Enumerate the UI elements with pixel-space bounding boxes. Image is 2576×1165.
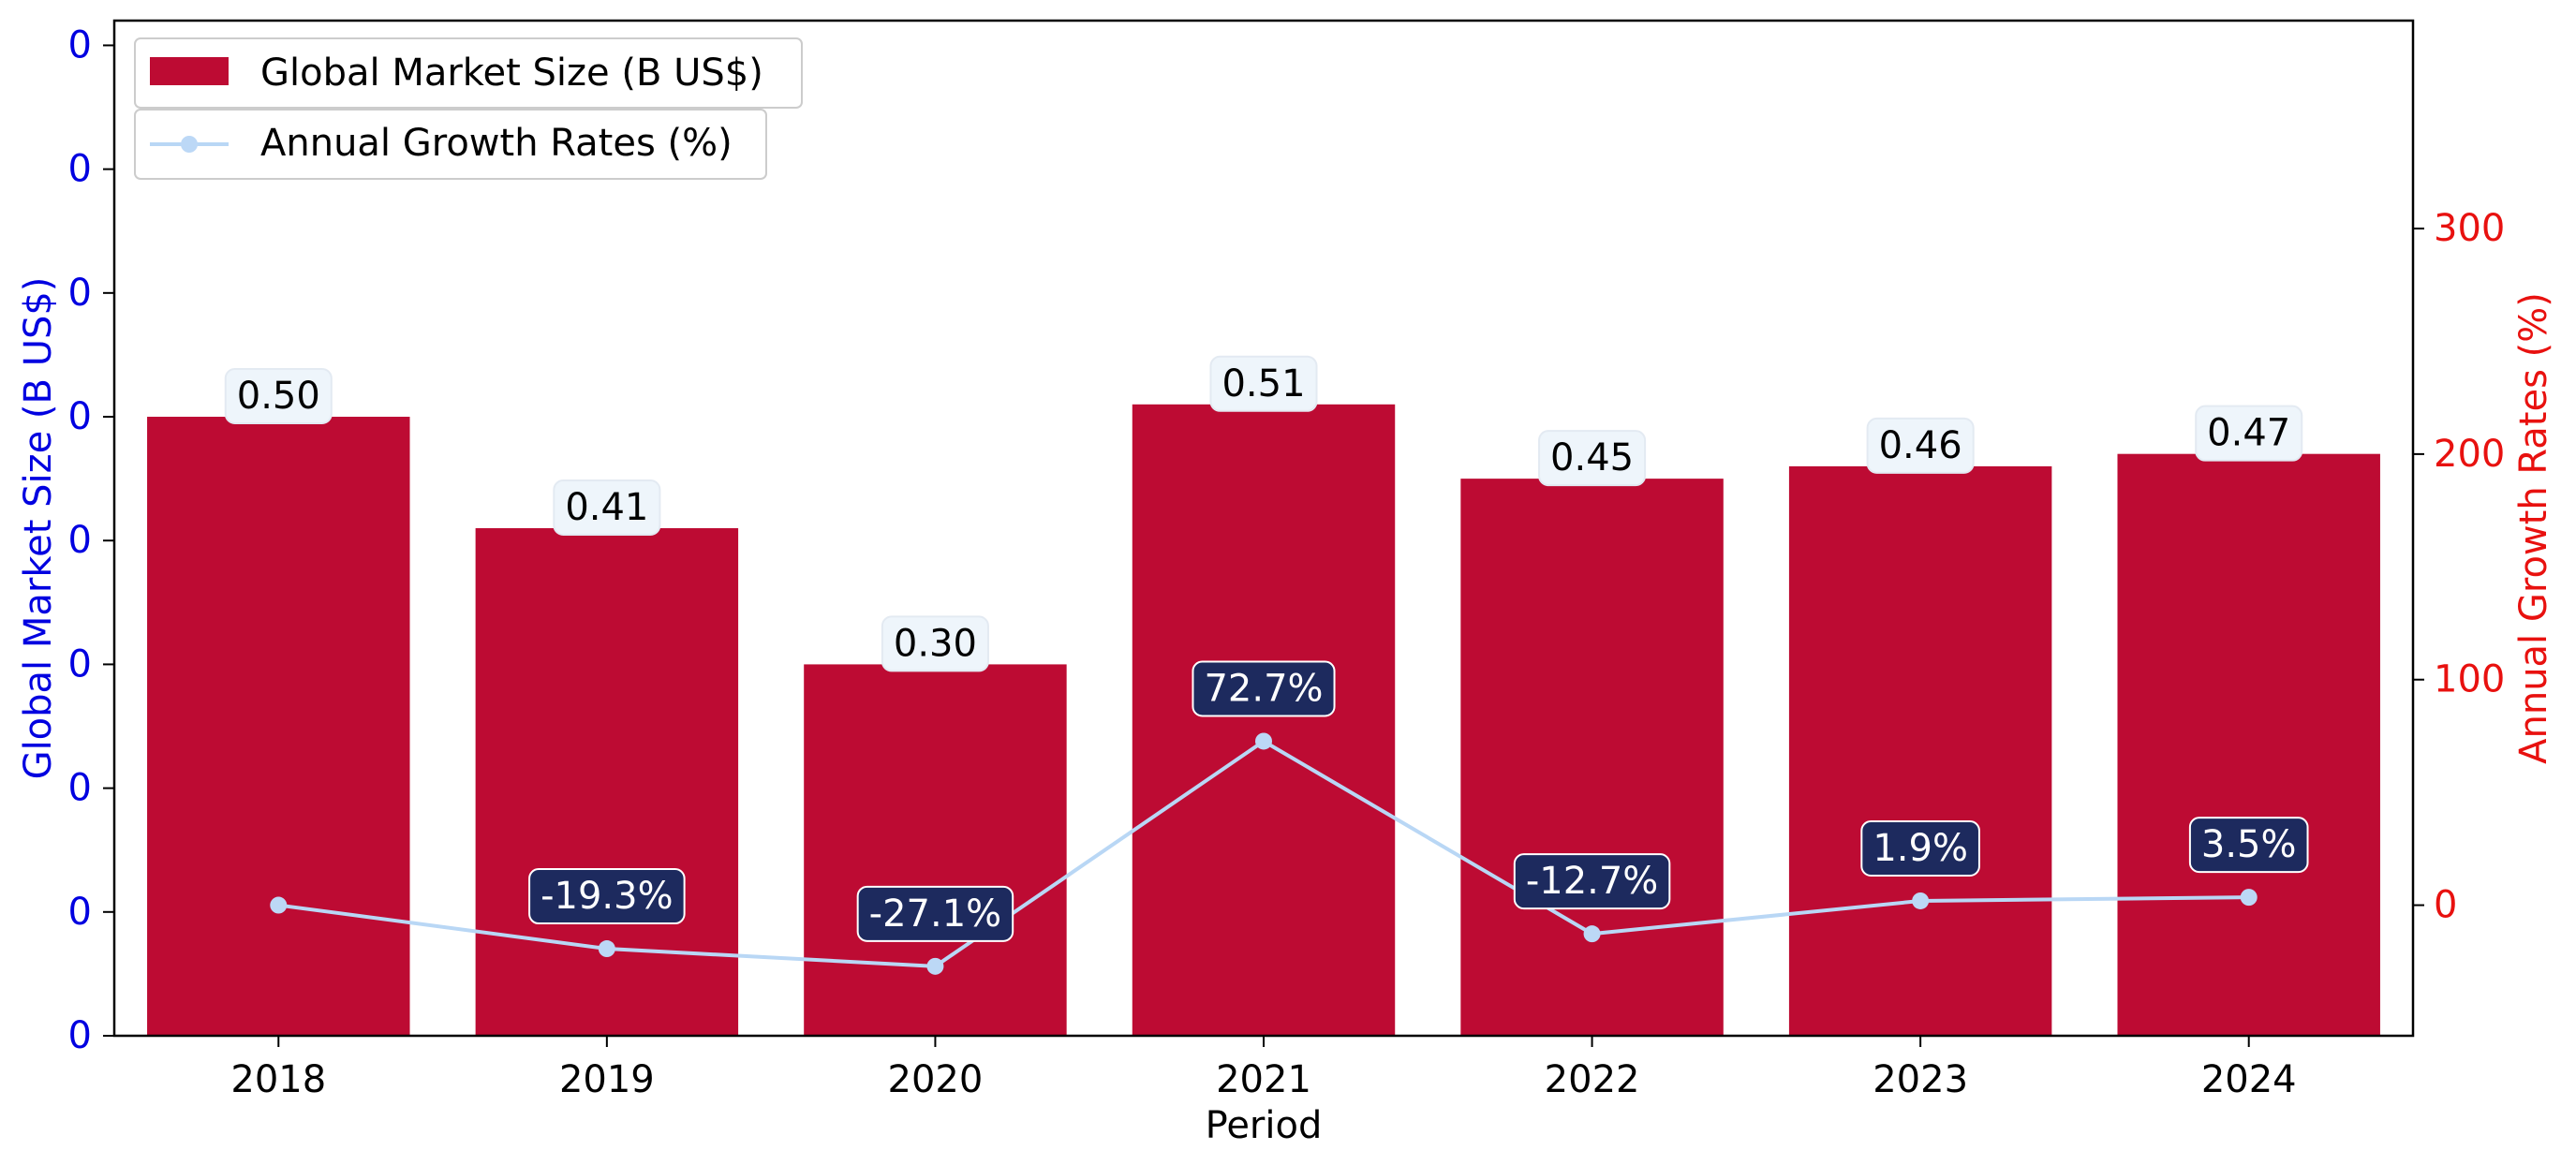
bar-value-label-2023-text: 0.46	[1879, 424, 1962, 467]
legend-label-growth-rate: Annual Growth Rates (%)	[260, 122, 733, 165]
growth-rate-label-2020-text: -27.1%	[869, 892, 1002, 936]
bar-value-label-2019-text: 0.41	[565, 486, 648, 529]
bar-value-label-2019: 0.41	[553, 479, 661, 536]
growth-rate-label-2021-bg	[1192, 660, 1336, 717]
legend-swatch-bar	[150, 57, 229, 85]
growth-rate-label-2020: -27.1%	[856, 885, 1014, 942]
bar-2019	[475, 528, 739, 1036]
x-axis-title: Period	[1206, 1104, 1323, 1147]
growth-line-group	[270, 732, 2258, 975]
bar-value-label-2021-bg	[1209, 355, 1318, 412]
bar-value-label-2023-bg	[1866, 417, 1975, 474]
growth-rate-label-2019: -19.3%	[528, 868, 686, 925]
bar-value-label-2024-bg	[2195, 405, 2303, 462]
growth-point-2020	[926, 957, 944, 975]
bar-value-label-2020-bg	[881, 615, 989, 672]
x-axis-tick-label-2018: 2018	[230, 1058, 326, 1101]
right-axis: 0 100 200 300	[2413, 207, 2505, 927]
legend-market-size: Global Market Size (B US$)	[134, 37, 803, 109]
left-axis: 0 0 0 0 0 0 0 0 0	[68, 23, 114, 1057]
left-axis-tick-label: 0	[68, 519, 92, 562]
left-axis-tick-label: 0	[68, 395, 92, 438]
bar-labels-group: 0.50 0.41 0.30 0.51 0.45 0.46 0.47	[224, 355, 2303, 672]
growth-rate-label-2020-bg	[856, 885, 1014, 942]
bar-value-label-2021-text: 0.51	[1221, 362, 1305, 406]
growth-point-2018	[270, 896, 288, 914]
growth-rate-label-2019-bg	[528, 868, 686, 925]
bar-value-label-2018-text: 0.50	[237, 375, 320, 418]
left-axis-tick-label: 0	[68, 891, 92, 934]
growth-rate-label-2022: -12.7%	[1513, 853, 1671, 910]
bar-value-label-2023: 0.46	[1866, 417, 1975, 474]
growth-rate-label-2022-bg	[1513, 853, 1671, 910]
bar-value-label-2018: 0.50	[224, 368, 333, 425]
right-axis-tick-label: 300	[2434, 207, 2505, 250]
growth-point-2021	[1255, 732, 1272, 750]
bar-value-label-2018-bg	[224, 368, 333, 425]
growth-rate-label-2023: 1.9%	[1860, 819, 1980, 877]
growth-rate-label-2024-text: 3.5%	[2201, 823, 2297, 866]
bar-2021	[1132, 404, 1396, 1036]
rate-labels-group: -19.3% -27.1% 72.7% -12.7% 1.9% 3.5%	[528, 660, 2309, 942]
bar-value-label-2024: 0.47	[2195, 405, 2303, 462]
legend-swatch-marker	[181, 136, 198, 153]
growth-point-2023	[1912, 892, 1930, 909]
x-axis-tick-label-2020: 2020	[888, 1058, 984, 1101]
growth-rate-label-2023-text: 1.9%	[1873, 827, 1968, 870]
growth-point-2024	[2240, 889, 2258, 907]
bar-value-label-2022-text: 0.45	[1550, 436, 1634, 479]
bar-2024	[2117, 453, 2380, 1036]
left-axis-tick-label: 0	[68, 1014, 92, 1057]
growth-point-2019	[598, 940, 615, 958]
growth-rate-label-2019-text: -19.3%	[540, 875, 674, 918]
left-axis-tick-label: 0	[68, 767, 92, 810]
legend-label-market-size: Global Market Size (B US$)	[260, 52, 763, 95]
bar-2023	[1788, 465, 2052, 1036]
growth-rate-label-2021: 72.7%	[1192, 660, 1336, 717]
legend-growth-rate: Annual Growth Rates (%)	[134, 109, 767, 180]
bar-value-label-2022-bg	[1538, 430, 1647, 487]
left-axis-tick-label: 0	[68, 148, 92, 191]
x-axis-tick-label-2022: 2022	[1545, 1058, 1640, 1101]
growth-rate-label-2023-bg	[1860, 819, 1980, 877]
x-axis: 2018 2019 2020 2021 2022 2023 2024	[230, 1036, 2297, 1101]
x-axis-tick-label-2024: 2024	[2201, 1058, 2297, 1101]
bar-value-label-2019-bg	[553, 479, 661, 536]
growth-rate-label-2024: 3.5%	[2188, 817, 2309, 874]
growth-rate-label-2021-text: 72.7%	[1204, 667, 1323, 710]
bar-value-label-2021: 0.51	[1209, 355, 1318, 412]
right-axis-tick-label: 100	[2434, 658, 2505, 701]
legend-box-market-size	[134, 37, 803, 109]
left-axis-tick-label: 0	[68, 642, 92, 686]
bar-2020	[804, 664, 1067, 1036]
right-axis-tick-label: 200	[2434, 433, 2505, 476]
bar-value-label-2020-text: 0.30	[894, 622, 977, 665]
bar-value-label-2020: 0.30	[881, 615, 989, 672]
left-axis-title: Global Market Size (B US$)	[17, 277, 60, 780]
right-axis-title: Annual Growth Rates (%)	[2512, 292, 2555, 764]
bar-2018	[147, 417, 410, 1036]
growth-point-2022	[1583, 925, 1601, 943]
left-axis-tick-label: 0	[68, 272, 92, 315]
left-axis-tick-label: 0	[68, 23, 92, 66]
legend-box-growth-rate	[134, 109, 767, 180]
x-axis-tick-label-2021: 2021	[1216, 1058, 1311, 1101]
bar-value-label-2024-text: 0.47	[2207, 412, 2290, 455]
right-axis-tick-label: 0	[2434, 884, 2457, 927]
growth-rate-label-2022-text: -12.7%	[1526, 860, 1659, 903]
x-axis-tick-label-2019: 2019	[559, 1058, 655, 1101]
growth-rate-label-2024-bg	[2188, 817, 2309, 874]
bar-value-label-2022: 0.45	[1538, 430, 1647, 487]
bars-group	[147, 404, 2380, 1036]
bar-2022	[1460, 479, 1724, 1036]
x-axis-tick-label-2023: 2023	[1873, 1058, 1968, 1101]
